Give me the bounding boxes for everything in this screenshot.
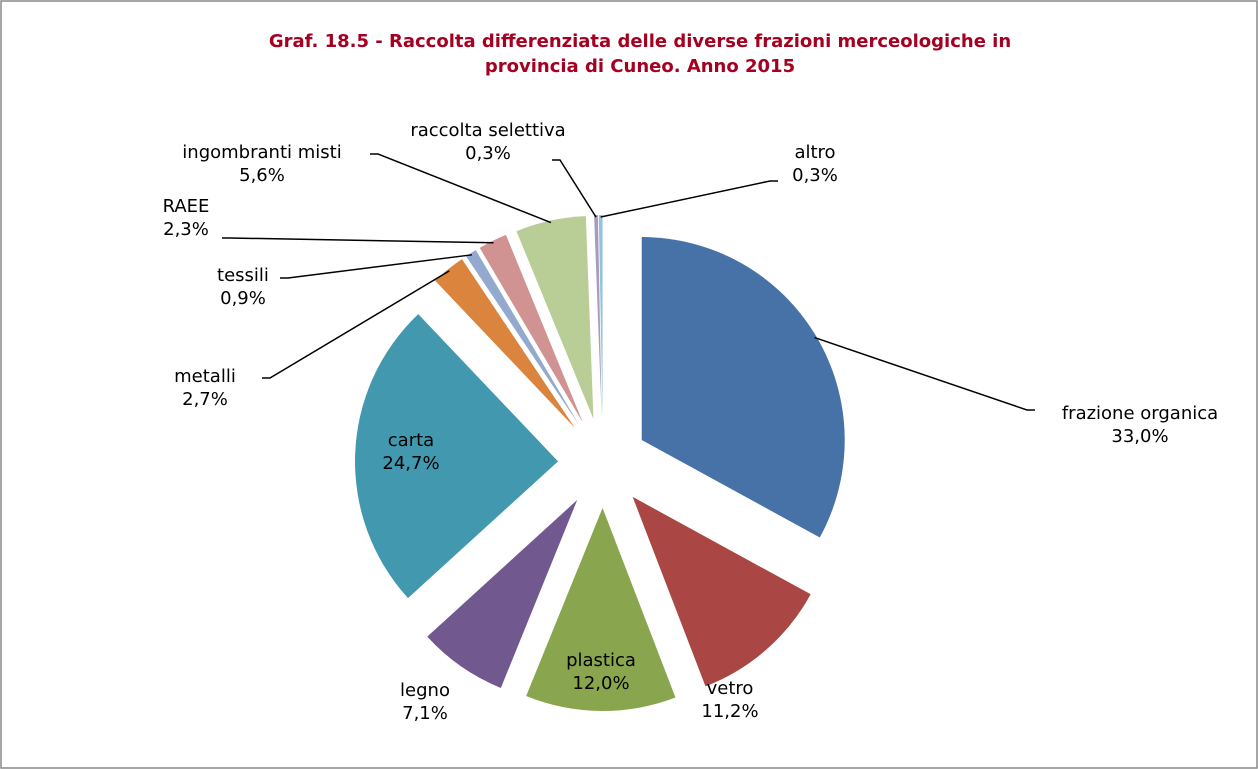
slice-value-label: 7,1% [402, 703, 448, 724]
title-line: provincia di Cuneo. Anno 2015 [485, 56, 795, 77]
title-line: Graf. 18.5 - Raccolta differenziata dell… [269, 31, 1011, 52]
pie-slice [427, 499, 578, 688]
pie-slice [435, 259, 575, 428]
slice-label: plastica [566, 650, 636, 671]
leader-line [262, 270, 450, 379]
pie-slice [594, 215, 602, 419]
pie-slice [632, 496, 811, 687]
slice-value-label: 2,7% [182, 389, 228, 410]
slice-label: metalli [174, 366, 236, 387]
chart-title: Graf. 18.5 - Raccolta differenziata dell… [269, 31, 1011, 77]
slice-value-label: 2,3% [163, 219, 209, 240]
slice-value-label: 0,3% [465, 143, 511, 164]
pie-slice [516, 216, 594, 420]
slice-value-label: 5,6% [239, 165, 285, 186]
leader-line [600, 180, 778, 218]
leader-line [814, 336, 1035, 411]
pie-slice [466, 250, 580, 425]
slice-label: RAEE [163, 196, 210, 217]
slice-value-label: 11,2% [701, 701, 758, 722]
slice-label: altro [794, 142, 835, 163]
pie-slice [526, 507, 676, 711]
slice-label: carta [388, 430, 434, 451]
slice-label: ingombranti misti [182, 142, 341, 163]
slice-label: raccolta selettiva [410, 120, 565, 141]
slice-label: legno [400, 680, 450, 701]
slice-label: vetro [707, 678, 754, 699]
slice-value-label: 12,0% [572, 673, 629, 694]
slice-value-label: 0,9% [220, 288, 266, 309]
pie-slice [598, 215, 603, 419]
pie-slice [479, 234, 583, 423]
pie-slice [355, 314, 559, 599]
leader-line [222, 237, 494, 244]
slice-value-label: 0,3% [792, 165, 838, 186]
slice-value-label: 24,7% [382, 453, 439, 474]
slice-label: frazione organica [1062, 403, 1218, 424]
leader-line [280, 254, 473, 279]
leader-line [370, 153, 552, 224]
pie-slice [641, 237, 845, 538]
leader-line [552, 159, 597, 218]
slice-value-label: 33,0% [1111, 426, 1168, 447]
slice-label: tessili [217, 265, 269, 286]
